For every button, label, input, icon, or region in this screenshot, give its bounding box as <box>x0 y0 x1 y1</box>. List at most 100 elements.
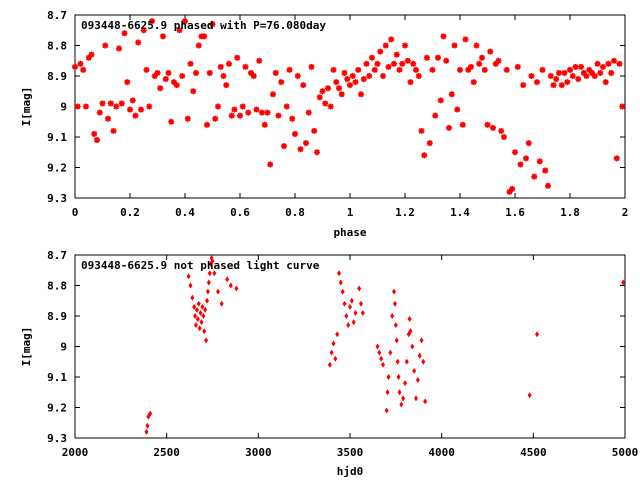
data-point <box>206 69 213 76</box>
data-point <box>234 54 241 61</box>
data-point <box>107 100 114 107</box>
data-point <box>415 377 420 384</box>
data-point <box>348 303 352 310</box>
data-point <box>193 69 199 76</box>
data-point <box>195 316 200 323</box>
data-point <box>135 39 142 46</box>
data-point <box>536 158 543 165</box>
data-point <box>379 355 384 362</box>
data-point <box>248 69 254 76</box>
data-point <box>545 182 551 189</box>
data-point <box>487 48 494 55</box>
data-point <box>231 106 238 113</box>
data-point <box>292 130 298 137</box>
data-point <box>85 54 92 61</box>
data-point <box>594 60 601 67</box>
data-point <box>205 288 210 295</box>
data-point <box>419 337 424 344</box>
data-point <box>412 367 417 374</box>
data-point <box>121 30 128 37</box>
data-point <box>410 343 415 350</box>
data-point <box>335 331 340 338</box>
data-point <box>509 185 516 192</box>
x-tick-label: 2500 <box>153 446 180 459</box>
data-point <box>553 76 560 83</box>
data-point <box>91 130 98 137</box>
data-point <box>198 309 203 316</box>
data-point <box>589 69 595 76</box>
data-point <box>206 279 211 286</box>
data-point <box>143 66 150 73</box>
x-tick-label: 1.8 <box>560 206 580 219</box>
data-point <box>283 103 290 110</box>
data-point <box>80 66 87 73</box>
data-point <box>386 374 391 380</box>
data-point <box>344 313 349 319</box>
data-point <box>88 51 95 58</box>
x-tick-label: 3000 <box>245 446 272 459</box>
data-point <box>377 48 384 55</box>
data-point <box>357 285 362 292</box>
data-point <box>408 328 413 335</box>
data-point <box>194 322 198 329</box>
data-points <box>144 255 626 435</box>
y-tick-label: 9 <box>60 101 67 114</box>
data-point <box>359 300 363 307</box>
x-axis-label: hjd0 <box>337 465 364 478</box>
data-point <box>331 340 336 347</box>
data-point <box>535 331 539 338</box>
data-point <box>234 285 239 292</box>
data-point <box>146 103 153 110</box>
data-point <box>424 54 430 61</box>
x-tick-label: 1 <box>347 206 354 219</box>
data-point <box>401 395 406 402</box>
data-point <box>492 60 499 67</box>
x-tick-label: 1.6 <box>505 206 525 219</box>
data-point <box>414 395 418 402</box>
x-tick-label: 0.8 <box>285 206 305 219</box>
data-point <box>176 27 183 34</box>
data-point <box>275 112 282 119</box>
data-point <box>393 51 400 58</box>
data-point <box>388 349 393 356</box>
x-axis-label: phase <box>333 226 366 239</box>
data-point <box>325 85 331 92</box>
data-point <box>527 392 532 399</box>
data-point <box>381 361 385 368</box>
data-point <box>375 343 380 350</box>
data-point <box>385 63 392 70</box>
data-point <box>531 173 538 180</box>
y-tick-label: 8.7 <box>47 249 67 262</box>
data-point <box>358 91 364 98</box>
data-point <box>561 69 568 76</box>
data-point <box>337 270 341 277</box>
data-point <box>203 306 208 313</box>
phased-light-curve-panel: 0 0.2 0.4 0.6 0.8 1 1.2 1.4 1.6 1.8 2 8.7 8.8 8.9 9 9.1… <box>20 9 628 239</box>
data-point <box>201 33 208 40</box>
data-point <box>498 127 505 134</box>
data-point <box>440 33 447 40</box>
data-point <box>616 60 623 67</box>
data-point <box>171 79 177 86</box>
data-point <box>333 79 340 86</box>
x-tick-label: 2000 <box>62 446 89 459</box>
data-point <box>308 63 315 70</box>
data-point <box>311 127 318 134</box>
data-point <box>333 355 338 362</box>
data-point <box>192 303 197 310</box>
data-point <box>402 42 408 49</box>
data-point <box>591 73 598 79</box>
data-point <box>340 288 345 295</box>
data-point <box>329 349 334 356</box>
data-point <box>124 79 131 86</box>
data-point <box>281 143 287 150</box>
data-point <box>72 63 78 70</box>
data-point <box>187 60 194 67</box>
data-point <box>476 60 483 67</box>
data-point <box>212 270 217 277</box>
data-point <box>144 428 149 435</box>
data-point <box>517 161 524 168</box>
data-point <box>396 374 401 380</box>
data-point <box>102 42 109 49</box>
data-point <box>202 328 207 335</box>
